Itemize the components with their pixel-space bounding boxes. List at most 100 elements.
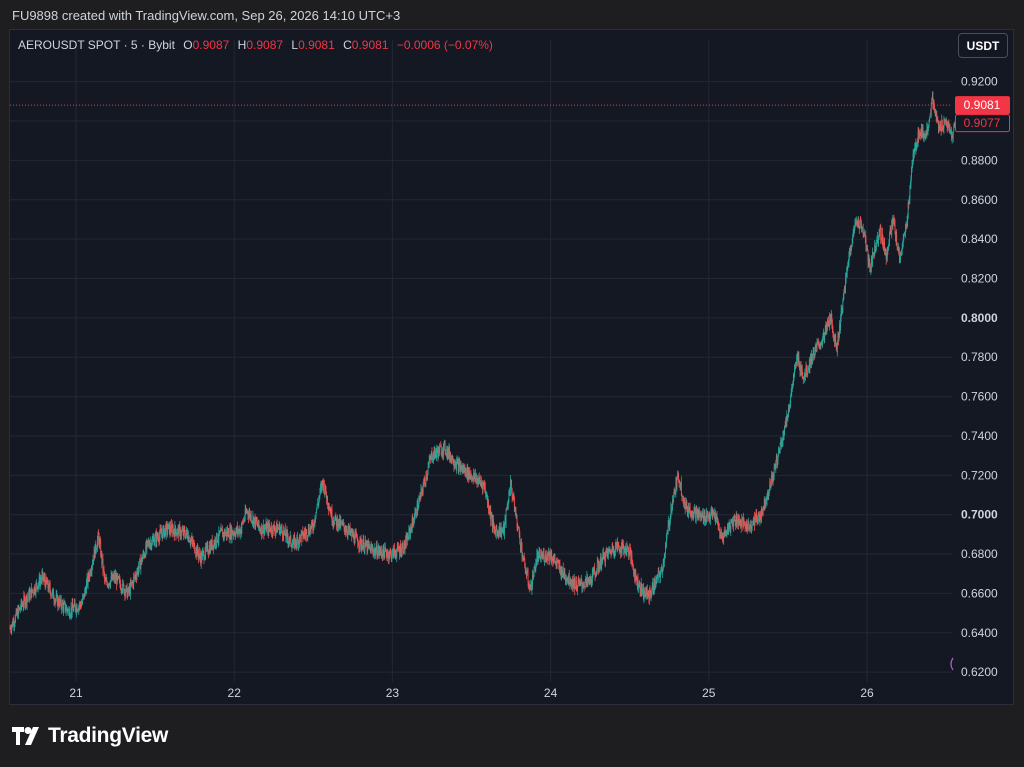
candle-body — [50, 595, 52, 597]
candle-body — [720, 532, 722, 535]
candle-body — [864, 232, 866, 237]
candle-body — [491, 516, 493, 527]
candle-body — [274, 529, 276, 533]
chart-pane[interactable] — [9, 29, 1014, 705]
candle-body — [474, 473, 476, 479]
candle-body — [17, 607, 19, 618]
candle-body — [140, 562, 142, 570]
candle-body — [460, 466, 461, 470]
candle-body — [87, 577, 88, 585]
candle-body — [607, 549, 609, 557]
candle-body — [721, 534, 722, 539]
chart-caption: FU9898 created with TradingView.com, Sep… — [12, 8, 401, 23]
candle-body — [175, 531, 177, 536]
candle-body — [685, 502, 687, 510]
symbol-label[interactable]: AEROUSDT SPOT · 5 · Bybit — [18, 38, 175, 52]
candle-body — [895, 234, 897, 242]
candle-body — [463, 467, 465, 473]
candle-body — [617, 542, 619, 546]
x-tick-label: 22 — [228, 686, 242, 700]
candle-body — [652, 583, 654, 586]
candle-body — [801, 367, 803, 376]
candle-body — [647, 593, 649, 596]
candle-body — [257, 524, 259, 527]
candle-body — [917, 131, 919, 143]
candle-body — [779, 443, 781, 450]
candle-body — [48, 588, 49, 591]
candle-body — [757, 522, 759, 523]
candle-body — [142, 553, 144, 559]
candle-body — [384, 547, 386, 559]
candle-body — [348, 526, 350, 532]
candle-body — [435, 453, 437, 457]
candle-body — [294, 537, 296, 548]
candle-body — [790, 396, 792, 404]
candle-body — [559, 564, 561, 568]
candle-body — [702, 513, 704, 518]
candle-body — [65, 603, 66, 612]
candle-body — [404, 541, 405, 549]
candle-body — [420, 489, 422, 498]
candle-body — [261, 525, 263, 534]
candle-body — [335, 514, 337, 519]
candle-body — [198, 553, 199, 558]
candle-body — [940, 123, 942, 131]
candle-body — [193, 542, 194, 545]
candle-body — [939, 125, 940, 129]
candle-body — [613, 552, 615, 554]
candle-body — [472, 476, 474, 481]
candle-body — [704, 511, 706, 521]
candle-body — [891, 219, 893, 226]
candle-body — [687, 508, 689, 513]
candle-body — [155, 533, 157, 543]
candle-body — [12, 621, 14, 626]
candle-body — [818, 344, 820, 348]
candle-body — [137, 568, 139, 573]
tradingview-logo[interactable]: TradingView — [12, 724, 168, 748]
candle-body — [678, 473, 679, 481]
candle-body — [278, 528, 280, 530]
candle-body — [459, 461, 460, 463]
candle-body — [372, 548, 374, 553]
candle-body — [875, 240, 877, 249]
candle-body — [836, 344, 838, 352]
candle-body — [568, 573, 570, 582]
open-value: 0.9087 — [192, 38, 230, 52]
candle-body — [493, 519, 494, 526]
candle-body — [436, 448, 438, 453]
candle-body — [726, 532, 728, 535]
candle-body — [462, 467, 464, 469]
candle-body — [576, 587, 578, 591]
candle-body — [128, 588, 130, 592]
candle-body — [546, 558, 548, 561]
candle-body — [748, 522, 750, 526]
candle-body — [165, 524, 167, 536]
candle-body — [718, 525, 720, 530]
candle-body — [383, 546, 385, 553]
candle-body — [630, 554, 632, 561]
candle-body — [937, 120, 939, 122]
candle-body — [612, 548, 614, 553]
candle-body — [424, 483, 426, 485]
candle-body — [286, 531, 288, 533]
candle-body — [725, 530, 727, 536]
candle-body — [266, 526, 268, 533]
candle-body — [242, 522, 243, 523]
candle-body — [909, 185, 911, 188]
candle-body — [198, 555, 200, 558]
candle-body — [355, 533, 356, 535]
candle-body — [773, 475, 775, 477]
candle-body — [587, 576, 588, 582]
candle-body — [459, 462, 461, 470]
candle-body — [757, 513, 759, 523]
candle-body — [570, 582, 572, 585]
candle-body — [884, 248, 886, 252]
candle-body — [402, 552, 404, 554]
candle-body — [609, 549, 611, 552]
candle-body — [741, 519, 743, 526]
currency-button[interactable]: USDT — [958, 33, 1008, 58]
candle-body — [179, 526, 181, 528]
candle-body — [283, 530, 285, 533]
candle-body — [189, 541, 191, 543]
